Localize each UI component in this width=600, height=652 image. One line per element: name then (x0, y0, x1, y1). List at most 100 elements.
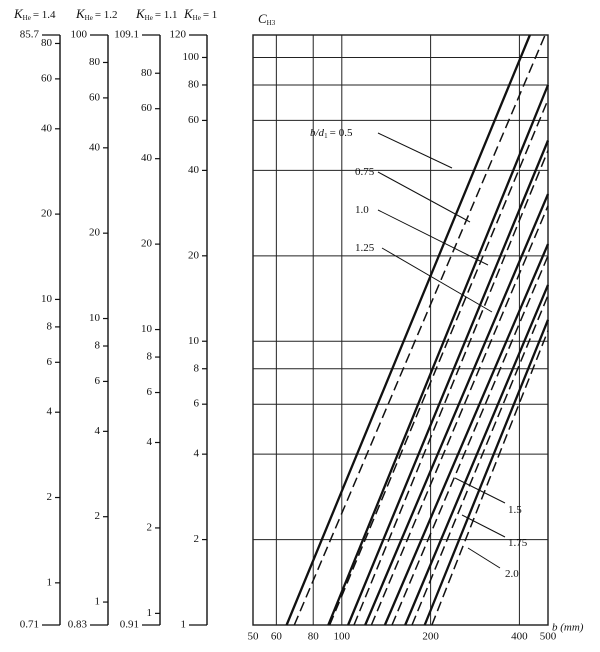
leader-line (377, 171, 471, 223)
tick-label: 4 (95, 425, 101, 437)
tick-label: 60 (41, 72, 53, 84)
tick-label: 20 (41, 208, 53, 220)
scale-title-main: K (183, 6, 194, 21)
tick-label: 80 (188, 78, 200, 90)
tick-label: 20 (188, 249, 200, 261)
tick-label: 1 (147, 607, 153, 619)
solid-line (364, 193, 550, 626)
tick-label: 40 (41, 122, 53, 134)
series-name: 1.75 (508, 537, 528, 549)
series-label: b/d1 = 0.5 (310, 127, 353, 140)
scale-title-rest: = 1.2 (95, 9, 118, 21)
scale-title-rest: = 1 (203, 9, 217, 21)
leader-line (461, 514, 506, 538)
series-label: 1.0 (355, 204, 369, 216)
dashed-line (293, 34, 546, 626)
tick-label: 109.1 (114, 29, 139, 41)
dashed-line (370, 205, 549, 626)
tick-label: 40 (89, 141, 101, 153)
y-axis-label: CH3 (258, 11, 276, 27)
scale-title: KHe = 1 (183, 6, 217, 22)
tick-label: 2 (47, 491, 53, 503)
tick-label: 1 (95, 596, 101, 608)
series-name: 1.0 (355, 204, 369, 216)
y-axis-label-main: C (258, 11, 267, 26)
series-label: 1.75 (508, 537, 528, 549)
tick-label: 8 (47, 320, 53, 332)
tick-label: 80 (141, 67, 153, 79)
scale-title-rest: = 1.4 (33, 9, 56, 21)
series-label-prefix-sub: 1 (324, 132, 328, 140)
tick-label: 40 (141, 152, 153, 164)
dashed-line (329, 99, 549, 626)
tick-label: 4 (194, 448, 200, 460)
tick-label: 8 (147, 351, 153, 363)
scale-title-main: K (75, 6, 86, 21)
tick-label: 40 (188, 164, 200, 176)
series-label: 1.5 (508, 504, 522, 516)
tick-label: 80 (89, 56, 101, 68)
leader-line (377, 132, 453, 169)
tick-label: 2 (95, 510, 101, 522)
tick-label: 10 (41, 293, 53, 305)
tick-label: 2 (147, 521, 153, 533)
leader-line (377, 209, 489, 266)
tick-label: 0.91 (120, 619, 139, 631)
tick-label: 20 (141, 238, 153, 250)
dashed-line (431, 330, 549, 626)
tick-label: 10 (89, 312, 101, 324)
tick-label: 4 (147, 436, 153, 448)
tick-label: 6 (194, 398, 200, 410)
solid-line (383, 243, 550, 626)
tick-label: 60 (141, 102, 153, 114)
solid-line (327, 84, 550, 626)
solid-line (404, 284, 550, 626)
series-name: 2.0 (505, 568, 519, 580)
x-tick-label: 50 (248, 631, 260, 643)
tick-label: 1 (181, 619, 187, 631)
tick-label: 10 (141, 323, 153, 335)
scale-title: KHe = 1.2 (75, 6, 118, 22)
solid-line (285, 34, 531, 626)
tick-label: 4 (47, 406, 53, 418)
tick-label: 120 (170, 29, 187, 41)
series-label: 0.75 (355, 166, 375, 178)
tick-label: 0.71 (20, 619, 39, 631)
x-tick-label: 60 (271, 631, 283, 643)
tick-label: 0.83 (68, 619, 88, 631)
x-tick-label: 500 (540, 631, 557, 643)
series-name: 1.5 (508, 504, 522, 516)
tick-label: 2 (194, 533, 200, 545)
tick-label: 8 (95, 340, 101, 352)
dashed-line (353, 150, 549, 626)
x-tick-label: 200 (422, 631, 439, 643)
tick-label: 10 (188, 335, 200, 347)
leader-line (467, 547, 501, 569)
tick-label: 60 (188, 114, 200, 126)
x-tick-label: 400 (511, 631, 528, 643)
tick-label: 85.7 (20, 29, 40, 41)
scale-title-main: K (13, 6, 24, 21)
scale-title-sub: He (23, 14, 31, 22)
series-name: 0.5 (339, 127, 353, 139)
series-label: 2.0 (505, 568, 519, 580)
tick-label: 100 (71, 29, 88, 41)
scale-title-sub: He (145, 14, 153, 22)
x-axis-label: b (mm) (552, 622, 584, 634)
tick-label: 1 (47, 576, 53, 588)
tick-label: 6 (147, 386, 153, 398)
series-label-prefix: b/d (310, 127, 325, 139)
series-label-prefix-eq: = (330, 127, 336, 139)
scale-title: KHe = 1.4 (13, 6, 56, 22)
scale-title: KHe = 1.1 (135, 6, 178, 22)
solid-line (423, 319, 550, 626)
series-name: 0.75 (355, 166, 375, 178)
scale-title-sub: He (85, 14, 93, 22)
tick-label: 8 (194, 362, 200, 374)
series-label: 1.25 (355, 242, 375, 254)
scale-title-main: K (135, 6, 146, 21)
tick-label: 6 (47, 356, 53, 368)
tick-label: 60 (89, 91, 101, 103)
